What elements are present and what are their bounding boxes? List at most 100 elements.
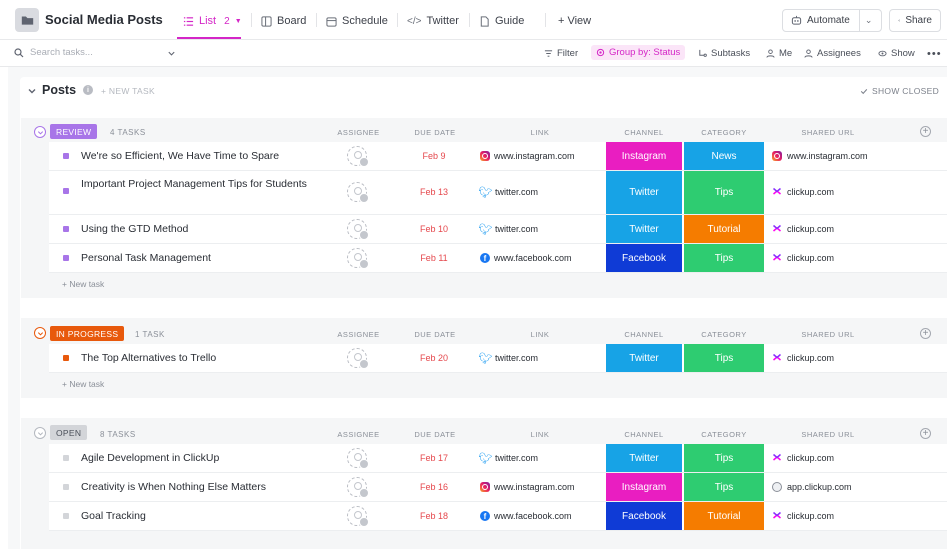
category-cell[interactable]: Tips: [684, 244, 764, 272]
column-header-category[interactable]: CATEGORY: [701, 330, 747, 339]
column-header-assignee[interactable]: ASSIGNEE: [337, 330, 380, 339]
add-view-button[interactable]: + View: [558, 15, 592, 27]
new-task-row-button[interactable]: + New task: [62, 279, 105, 289]
add-assignee-icon[interactable]: [347, 448, 369, 469]
table-row[interactable]: We're so Efficient, We Have Time to Spar…: [49, 142, 947, 171]
shared-url-cell[interactable]: www.instagram.com: [772, 151, 868, 161]
category-cell[interactable]: Tips: [684, 344, 764, 372]
due-date[interactable]: Feb 13: [419, 187, 449, 197]
add-assignee-icon[interactable]: [347, 348, 369, 369]
add-column-icon[interactable]: +: [920, 126, 931, 137]
collapse-chevron-icon[interactable]: [34, 126, 46, 138]
shared-url-cell[interactable]: clickup.com: [772, 187, 834, 197]
status-badge[interactable]: REVIEW: [50, 124, 98, 139]
channel-cell[interactable]: Instagram: [606, 473, 682, 501]
link-cell[interactable]: 🐦︎ twitter.com: [479, 224, 539, 236]
task-name[interactable]: We're so Efficient, We Have Time to Spar…: [81, 150, 280, 162]
column-header-shared-url[interactable]: SHARED URL: [801, 330, 855, 339]
status-square-icon[interactable]: [63, 355, 69, 361]
view-tab-twitter[interactable]: </> Twitter: [407, 13, 459, 29]
channel-cell[interactable]: Facebook: [606, 244, 682, 272]
status-square-icon[interactable]: [63, 226, 69, 232]
caret-down-icon[interactable]: ▼: [234, 17, 242, 25]
column-header-due-date[interactable]: DUE DATE: [414, 128, 456, 137]
link-cell[interactable]: 🐦︎ twitter.com: [479, 353, 539, 365]
column-header-link[interactable]: LINK: [530, 128, 550, 137]
column-header-assignee[interactable]: ASSIGNEE: [337, 430, 380, 439]
category-cell[interactable]: Tips: [684, 444, 764, 472]
group-by-button[interactable]: Group by: Status: [591, 45, 686, 60]
collapse-chevron-icon[interactable]: [27, 86, 37, 96]
task-name[interactable]: Personal Task Management: [81, 252, 211, 264]
show-closed-button[interactable]: SHOW CLOSED: [860, 86, 939, 96]
automate-button[interactable]: Automate ⌄: [782, 9, 882, 32]
column-header-shared-url[interactable]: SHARED URL: [801, 430, 855, 439]
column-header-channel[interactable]: CHANNEL: [624, 430, 664, 439]
view-tab-guide[interactable]: Guide: [479, 13, 524, 29]
task-name[interactable]: Creativity is When Nothing Else Matters: [81, 481, 266, 493]
shared-url-cell[interactable]: clickup.com: [772, 511, 834, 521]
link-cell[interactable]: 🐦︎ twitter.com: [479, 187, 539, 199]
column-header-assignee[interactable]: ASSIGNEE: [337, 128, 380, 137]
due-date[interactable]: Feb 16: [419, 482, 449, 492]
task-name[interactable]: Important Project Management Tips for St…: [81, 178, 307, 190]
column-header-due-date[interactable]: DUE DATE: [414, 330, 456, 339]
more-options-icon[interactable]: •••: [927, 48, 942, 60]
folder-icon[interactable]: [15, 8, 39, 32]
status-badge[interactable]: IN PROGRESS: [50, 326, 125, 341]
due-date[interactable]: Feb 11: [420, 253, 448, 263]
channel-cell[interactable]: Twitter: [606, 444, 682, 472]
table-row[interactable]: The Top Alternatives to Trello Feb 20 🐦︎…: [49, 344, 947, 373]
search-input[interactable]: Search tasks...: [14, 47, 93, 58]
collapse-chevron-icon[interactable]: [34, 327, 46, 339]
shared-url-cell[interactable]: clickup.com: [772, 224, 834, 234]
shared-url-cell[interactable]: clickup.com: [772, 253, 834, 263]
link-cell[interactable]: f www.facebook.com: [480, 253, 572, 263]
info-icon[interactable]: i: [83, 85, 93, 95]
channel-cell[interactable]: Instagram: [606, 142, 682, 170]
status-square-icon[interactable]: [63, 513, 69, 519]
category-cell[interactable]: Tutorial: [684, 502, 764, 530]
due-date[interactable]: Feb 17: [419, 453, 449, 463]
due-date[interactable]: Feb 10: [419, 224, 449, 234]
task-name[interactable]: The Top Alternatives to Trello: [81, 352, 217, 364]
add-assignee-icon[interactable]: [347, 506, 369, 527]
subtasks-button[interactable]: Subtasks: [698, 48, 750, 59]
category-cell[interactable]: Tutorial: [684, 215, 764, 243]
category-cell[interactable]: Tips: [684, 171, 764, 214]
channel-cell[interactable]: Twitter: [606, 171, 682, 214]
add-column-icon[interactable]: +: [920, 428, 931, 439]
due-date[interactable]: Feb 18: [419, 511, 449, 521]
task-name[interactable]: Goal Tracking: [81, 510, 146, 522]
add-column-icon[interactable]: +: [920, 328, 931, 339]
column-header-link[interactable]: LINK: [530, 330, 550, 339]
task-name[interactable]: Using the GTD Method: [81, 223, 189, 235]
table-row[interactable]: Personal Task Management Feb 11 f www.fac…: [49, 244, 947, 273]
table-row[interactable]: Using the GTD Method Feb 10 🐦︎ twitter.co…: [49, 215, 947, 244]
table-row[interactable]: Creativity is When Nothing Else Matters …: [49, 473, 947, 502]
channel-cell[interactable]: Facebook: [606, 502, 682, 530]
show-button[interactable]: Show: [878, 48, 915, 59]
collapse-chevron-icon[interactable]: [34, 427, 46, 439]
column-header-shared-url[interactable]: SHARED URL: [801, 128, 855, 137]
column-header-channel[interactable]: CHANNEL: [624, 330, 664, 339]
table-row[interactable]: Important Project Management Tips for St…: [49, 171, 947, 215]
table-row[interactable]: Goal Tracking Feb 18 f www.facebook.com F…: [49, 502, 947, 531]
view-tab-schedule[interactable]: Schedule: [326, 13, 388, 29]
shared-url-cell[interactable]: app.clickup.com: [772, 482, 852, 492]
task-name[interactable]: Agile Development in ClickUp: [81, 452, 220, 464]
due-date[interactable]: Feb 20: [419, 353, 449, 363]
column-header-category[interactable]: CATEGORY: [701, 430, 747, 439]
view-tab-list[interactable]: List 2 ▼: [183, 13, 242, 29]
assignees-button[interactable]: Assignees: [804, 48, 861, 59]
new-task-button[interactable]: + NEW TASK: [101, 86, 155, 96]
channel-cell[interactable]: Twitter: [606, 344, 682, 372]
add-assignee-icon[interactable]: [347, 182, 369, 203]
view-tab-board[interactable]: Board: [261, 13, 306, 29]
link-cell[interactable]: www.instagram.com: [480, 482, 575, 492]
share-button[interactable]: Share: [889, 9, 941, 32]
add-assignee-icon[interactable]: [347, 477, 369, 498]
column-header-due-date[interactable]: DUE DATE: [414, 430, 456, 439]
status-square-icon[interactable]: [63, 255, 69, 261]
status-square-icon[interactable]: [63, 455, 69, 461]
